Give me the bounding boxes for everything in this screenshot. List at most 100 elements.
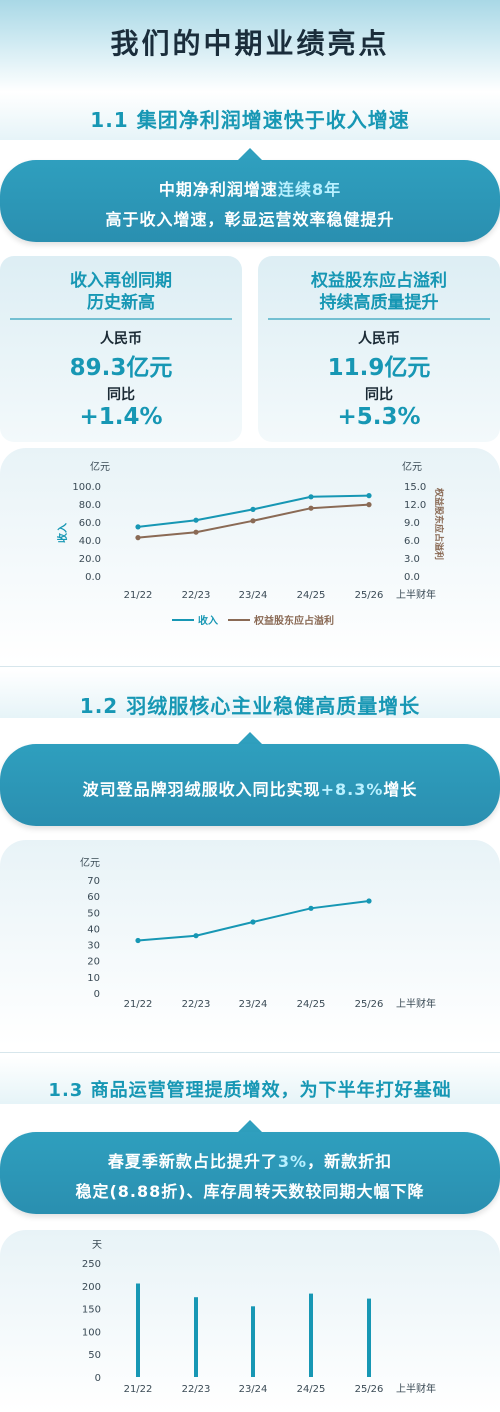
chart3-x-suffix: 上半财年 <box>396 1382 436 1395</box>
section3-banner-pointer <box>236 1120 264 1134</box>
chart3-x-tick: 23/24 <box>239 1384 268 1395</box>
page-title: 我们的中期业绩亮点 <box>110 27 390 60</box>
chart2-unit: 亿元 <box>80 856 100 869</box>
chart1-left-tick: 80.0 <box>79 500 101 511</box>
revenue-card-separator <box>10 318 232 320</box>
chart1-x-tick: 23/24 <box>239 590 268 601</box>
chart1-left-tick: 40.0 <box>79 536 101 547</box>
chart1-left-tick: 0.0 <box>85 572 101 583</box>
chart3-bar <box>136 1283 140 1377</box>
chart2-x-tick: 24/25 <box>297 999 326 1010</box>
chart2-x-tick: 22/23 <box>182 999 211 1010</box>
chart1-right-tick: 6.0 <box>404 536 420 547</box>
chart1-right-unit: 亿元 <box>402 460 422 473</box>
section3-title: 1.3 商品运营管理提质增效，为下半年打好基础 <box>48 1080 452 1101</box>
profit-card: 权益股东应占溢利 持续高质量提升 人民币 11.9亿元 同比 +5.3% <box>258 256 500 442</box>
section2-banner-a: 波司登品牌羽绒服收入同比实现 <box>82 780 321 799</box>
revenue-card-label1: 人民币 <box>100 331 142 347</box>
section2-banner-line: 波司登品牌羽绒服收入同比实现+8.3%增长 <box>0 776 500 800</box>
chart1-right-tick: 12.0 <box>404 500 426 511</box>
chart3-bar <box>309 1293 313 1377</box>
chart1-right-axis-label: 权益股东应占溢利 <box>433 487 445 560</box>
chart2-x-tick: 23/24 <box>239 999 268 1010</box>
chart1-x-tick: 24/25 <box>297 590 326 601</box>
chart3: 天 250 200 150 100 50 0 21/22 22/23 23/24 24/25 25/2… <box>82 1240 436 1395</box>
chart2-point <box>308 905 314 911</box>
chart2-point <box>135 937 141 944</box>
revenue-card-label2: 同比 <box>107 387 135 403</box>
revenue-card-title1: 收入再创同期 <box>70 271 172 291</box>
section3-banner-line1: 春夏季新款占比提升了3%，新款折扣 <box>0 1148 500 1172</box>
section3-banner: 春夏季新款占比提升了3%，新款折扣 稳定(8.88折)、库存周转天数较同期大幅下… <box>0 1132 500 1214</box>
section1-banner-line1: 中期净利润增速连续8年 <box>0 176 500 200</box>
chart1-series-1-point <box>193 517 199 523</box>
section2-banner-highlight: +8.3% <box>320 780 384 799</box>
chart2-y-tick: 10 <box>87 973 100 984</box>
revenue-card: 收入再创同期 历史新高 人民币 89.3亿元 同比 +1.4% <box>0 256 242 442</box>
profit-card-label1: 人民币 <box>358 331 400 347</box>
section3-banner-line1-highlight: 3% <box>277 1152 308 1171</box>
section-divider-1 <box>0 666 500 667</box>
chart3-panel: 天 250 200 150 100 50 0 21/22 22/23 23/24 24/25 25/2… <box>0 1230 500 1412</box>
chart3-x-tick: 25/26 <box>355 1384 384 1395</box>
chart1-left-tick: 20.0 <box>79 554 101 565</box>
chart1-x-tick: 25/26 <box>355 590 384 601</box>
chart2-y-tick: 40 <box>87 924 100 935</box>
chart1-left-tick: 60.0 <box>79 518 101 529</box>
chart1-x-tick: 21/22 <box>124 590 153 601</box>
chart1-series-1-point <box>250 506 256 512</box>
section1-banner-line2: 高于收入增速，彰显运营效率稳健提升 <box>105 210 395 229</box>
chart3-y-tick: 0 <box>95 1373 101 1384</box>
chart1-left-tick: 100.0 <box>72 482 101 493</box>
profit-card-title2: 持续高质量提升 <box>319 293 439 313</box>
revenue-card-value: 89.3亿元 <box>69 355 173 381</box>
chart2-point <box>250 919 256 925</box>
chart3-unit: 天 <box>92 1240 102 1251</box>
profit-card-label2: 同比 <box>365 387 393 403</box>
chart1-series-1-point <box>366 493 372 499</box>
chart1-x-suffix: 上半财年 <box>396 588 436 601</box>
chart2-y-tick: 70 <box>87 876 100 887</box>
chart2-x-tick: 21/22 <box>124 999 153 1010</box>
section1-banner-line1-a: 中期净利润增速 <box>158 180 278 199</box>
profit-card-title1: 权益股东应占溢利 <box>311 271 447 291</box>
chart1-legend-label-1: 收入 <box>198 614 218 627</box>
chart2-x-tick: 25/26 <box>355 999 384 1010</box>
chart2-y-tick: 30 <box>87 941 100 952</box>
chart3-x-tick: 22/23 <box>182 1384 211 1395</box>
chart1-series-2-point <box>135 535 141 541</box>
section2-title: 1.2 羽绒服核心主业稳健高质量增长 <box>79 694 421 718</box>
profit-card-yoy: +5.3% <box>337 404 421 430</box>
chart2-y-tick: 50 <box>87 908 100 919</box>
profit-card-value: 11.9亿元 <box>327 355 431 381</box>
chart3-bar <box>367 1298 371 1377</box>
chart1-series-2-point <box>250 518 256 524</box>
chart1-series-1-point <box>135 524 141 530</box>
section3-banner-line1-c: ，新款折扣 <box>307 1152 393 1171</box>
chart3-y-tick: 250 <box>82 1259 101 1270</box>
chart3-x-tick: 21/22 <box>124 1384 153 1395</box>
chart3-x-tick: 24/25 <box>297 1384 326 1395</box>
chart2-point <box>193 933 199 939</box>
chart3-y-tick: 50 <box>88 1350 101 1361</box>
chart2-point <box>366 898 372 904</box>
chart1: 亿元 亿元 100.0 80.0 60.0 40.0 20.0 0.0 15.0 12.0 9.0 6… <box>56 460 445 627</box>
section2-band <box>0 670 500 718</box>
chart3-y-tick: 150 <box>82 1305 101 1316</box>
chart1-series-2-point <box>193 529 199 535</box>
chart1-series-2-point <box>366 502 372 508</box>
chart2-y-tick: 20 <box>87 957 100 968</box>
chart2-y-tick: 0 <box>94 989 100 1000</box>
revenue-card-yoy: +1.4% <box>79 404 163 430</box>
section3-band <box>0 1056 500 1104</box>
section1-banner: 中期净利润增速连续8年 高于收入增速，彰显运营效率稳健提升 <box>0 160 500 242</box>
section1-banner-pointer <box>236 148 264 162</box>
revenue-card-title2: 历史新高 <box>87 293 155 313</box>
chart1-right-tick: 15.0 <box>404 482 426 493</box>
chart1-series-2-point <box>308 505 314 511</box>
section2-banner: 波司登品牌羽绒服收入同比实现+8.3%增长 <box>0 744 500 826</box>
chart2-x-suffix: 上半财年 <box>396 997 436 1010</box>
chart1-legend-label-2: 权益股东应占溢利 <box>253 614 334 627</box>
chart1-right-tick: 0.0 <box>404 572 420 583</box>
